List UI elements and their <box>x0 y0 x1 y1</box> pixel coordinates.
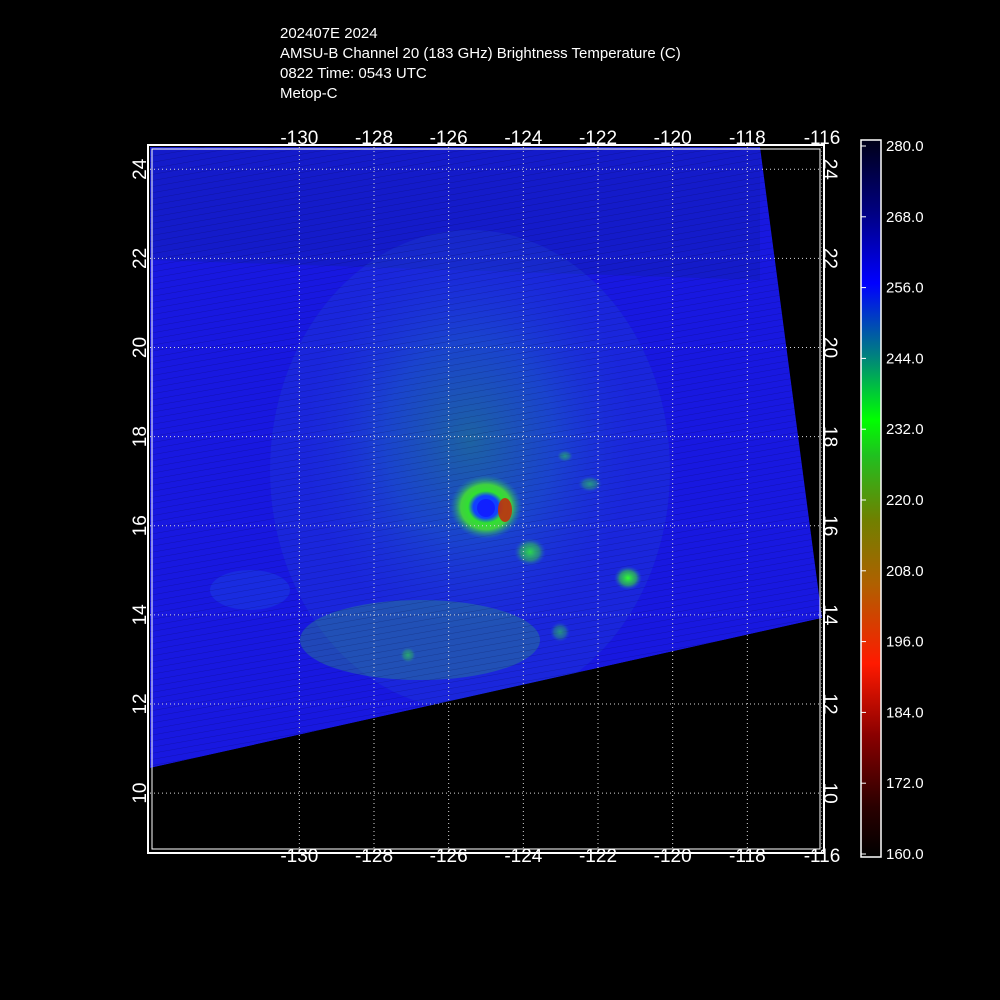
lat-lon-grid <box>150 147 822 851</box>
satellite-title: Metop-C <box>280 85 338 102</box>
colorbar-tick-label: 184.0 <box>886 704 924 721</box>
lat-tick-label: 18 <box>819 426 840 447</box>
lat-tick-label: 10 <box>819 783 840 804</box>
map-border <box>147 144 825 854</box>
lon-tick-label: -124 <box>504 128 542 149</box>
colorbar-tick-label: 172.0 <box>886 775 924 792</box>
lat-tick-label: 24 <box>130 158 151 180</box>
colorbar-tick-label: 196.0 <box>886 634 924 651</box>
product-title: AMSU-B Channel 20 (183 GHz) Brightness T… <box>280 45 681 62</box>
lon-tick-label: -118 <box>729 128 766 149</box>
lat-labels-left: 10 12 14 16 18 20 22 24 <box>130 158 151 803</box>
lon-tick-label: -120 <box>654 128 692 149</box>
lon-tick-label: -116 <box>804 128 841 149</box>
lat-tick-label: 10 <box>130 783 151 804</box>
colorbar-tick-label: 280.0 <box>886 138 924 155</box>
lat-tick-label: 18 <box>130 426 151 447</box>
lon-tick-label: -120 <box>654 846 692 867</box>
colorbar-labels: 280.0 268.0 256.0 244.0 232.0 220.0 208.0 196.0… <box>861 138 924 863</box>
lon-tick-label: -128 <box>355 846 393 867</box>
lat-tick-label: 22 <box>819 248 840 269</box>
time-title: 0822 Time: 0543 UTC <box>280 65 427 82</box>
lon-tick-label: -128 <box>355 128 393 149</box>
lon-tick-label: -122 <box>579 128 617 149</box>
title-block: 202407E 2024 AMSU-B Channel 20 (183 GHz)… <box>280 24 681 104</box>
lat-tick-label: 14 <box>819 604 840 626</box>
swath-imagery <box>150 147 822 851</box>
lat-tick-label: 24 <box>819 159 840 181</box>
colorbar-tick-label: 244.0 <box>886 350 924 367</box>
lat-labels-right: 10 12 14 16 18 20 22 24 <box>819 159 840 804</box>
lat-tick-label: 16 <box>819 515 840 536</box>
colorbar-tick-label: 256.0 <box>886 280 924 297</box>
lat-tick-label: 22 <box>130 248 151 269</box>
lon-labels-top: -130 -128 -126 -124 -122 -120 -118 -116 <box>280 128 840 149</box>
lat-tick-label: 20 <box>130 337 151 358</box>
lon-tick-label: -126 <box>430 128 468 149</box>
lat-tick-label: 20 <box>819 337 840 358</box>
lon-tick-label: -118 <box>729 846 766 867</box>
lon-tick-label: -116 <box>804 846 841 867</box>
colorbar-tick-label: 208.0 <box>886 563 924 580</box>
colorbar-tick-label: 268.0 <box>886 209 924 226</box>
convective-cell <box>614 566 642 590</box>
lon-tick-label: -130 <box>280 846 318 867</box>
colorbar-tick-label: 220.0 <box>886 492 924 509</box>
lat-tick-label: 14 <box>130 604 151 626</box>
lon-tick-label: -126 <box>430 846 468 867</box>
lon-labels-bottom: -130 -128 -126 -124 -122 -120 -118 -116 <box>280 846 840 867</box>
colorbar-ramp <box>860 139 882 858</box>
colorbar-tick-label: 232.0 <box>886 421 924 438</box>
lat-tick-label: 16 <box>130 515 151 536</box>
colorbar-tick-label: 160.0 <box>886 846 924 863</box>
lon-tick-label: -124 <box>504 846 542 867</box>
lat-tick-label: 12 <box>130 693 151 714</box>
storm-id-title: 202407E 2024 <box>280 25 378 42</box>
lon-tick-label: -130 <box>280 128 318 149</box>
colorbar: 280.0 268.0 256.0 244.0 232.0 220.0 208.0 196.0… <box>860 138 924 863</box>
lon-tick-label: -122 <box>579 846 617 867</box>
lat-tick-label: 12 <box>819 693 840 714</box>
